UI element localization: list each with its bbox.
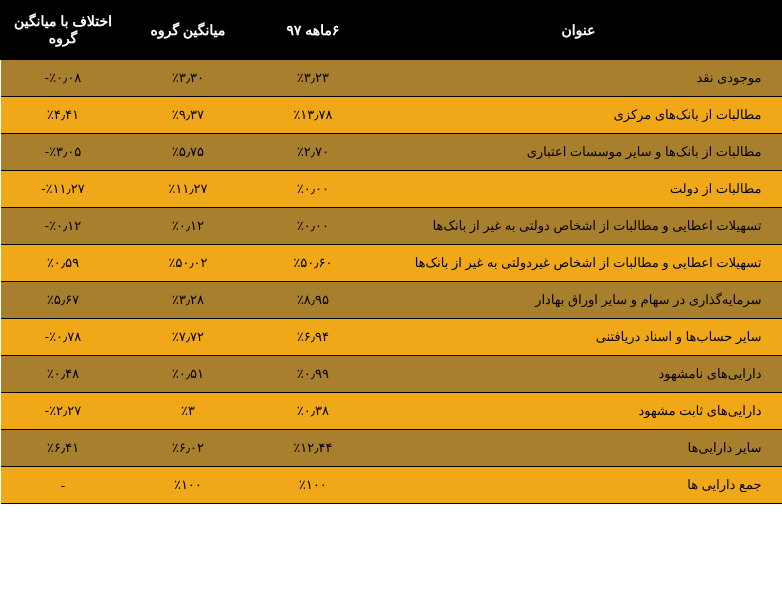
table-row: دارایی‌های نامشهود٪۰٫۹۹٪۰٫۵۱٪۰٫۴۸: [1, 356, 782, 393]
table-row: سایر دارایی‌ها٪۱۲٫۴۴٪۶٫۰۲٪۶٫۴۱: [1, 430, 782, 467]
cell-title: دارایی‌های ثابت مشهود: [375, 393, 781, 430]
cell-diff: ٪۱۱٫۲۷-: [1, 171, 126, 208]
cell-title: سایر حساب‌ها و اسناد دریافتنی: [375, 319, 781, 356]
header-diff: اختلاف با میانگین گروه: [1, 1, 126, 60]
cell-period: ٪۵۰٫۶۰: [250, 245, 375, 282]
table-row: دارایی‌های ثابت مشهود٪۰٫۳۸٪۳٪۲٫۲۷-: [1, 393, 782, 430]
cell-title: جمع دارایی ها: [375, 467, 781, 504]
cell-group-avg: ٪۷٫۷۲: [125, 319, 250, 356]
header-title: عنوان: [375, 1, 781, 60]
cell-group-avg: ٪۰٫۵۱: [125, 356, 250, 393]
cell-period: ٪۰٫۰۰: [250, 208, 375, 245]
cell-period: ٪۸٫۹۵: [250, 282, 375, 319]
cell-diff: ٪۰٫۰۸-: [1, 60, 126, 97]
financial-table-container: عنوان ۶ماهه ۹۷ میانگین گروه اختلاف با می…: [0, 0, 782, 504]
cell-period: ٪۰٫۹۹: [250, 356, 375, 393]
cell-diff: ٪۰٫۴۸: [1, 356, 126, 393]
cell-title: مطالبات از بانک‌ها و سایر موسسات اعتباری: [375, 134, 781, 171]
cell-diff: ٪۵٫۶۷: [1, 282, 126, 319]
cell-group-avg: ٪۳: [125, 393, 250, 430]
table-row: موجودی نقد٪۳٫۲۳٪۳٫۳۰٪۰٫۰۸-: [1, 60, 782, 97]
table-row: جمع دارایی ها٪۱۰۰٪۱۰۰-: [1, 467, 782, 504]
table-row: مطالبات از دولت٪۰٫۰۰٪۱۱٫۲۷٪۱۱٫۲۷-: [1, 171, 782, 208]
table-header-row: عنوان ۶ماهه ۹۷ میانگین گروه اختلاف با می…: [1, 1, 782, 60]
cell-title: مطالبات از بانک‌های مرکزی: [375, 97, 781, 134]
cell-diff: ٪۴٫۴۱: [1, 97, 126, 134]
table-row: مطالبات از بانک‌ها و سایر موسسات اعتباری…: [1, 134, 782, 171]
financial-table: عنوان ۶ماهه ۹۷ میانگین گروه اختلاف با می…: [0, 0, 782, 504]
cell-group-avg: ٪۰٫۱۲: [125, 208, 250, 245]
cell-period: ٪۰٫۳۸: [250, 393, 375, 430]
cell-diff: ٪۳٫۰۵-: [1, 134, 126, 171]
header-group-avg: میانگین گروه: [125, 1, 250, 60]
cell-period: ٪۰٫۰۰: [250, 171, 375, 208]
cell-title: سایر دارایی‌ها: [375, 430, 781, 467]
cell-group-avg: ٪۹٫۳۷: [125, 97, 250, 134]
cell-diff: ٪۰٫۵۹: [1, 245, 126, 282]
cell-diff: ٪۲٫۲۷-: [1, 393, 126, 430]
table-row: تسهیلات اعطایی و مطالبات از اشخاص غیردول…: [1, 245, 782, 282]
cell-title: تسهیلات اعطایی و مطالبات از اشخاص غیردول…: [375, 245, 781, 282]
table-row: سرمایه‌گذاری در سهام و سایر اوراق بهادار…: [1, 282, 782, 319]
table-body: موجودی نقد٪۳٫۲۳٪۳٫۳۰٪۰٫۰۸-مطالبات از بان…: [1, 60, 782, 504]
cell-diff: -: [1, 467, 126, 504]
header-period: ۶ماهه ۹۷: [250, 1, 375, 60]
cell-period: ٪۱۲٫۴۴: [250, 430, 375, 467]
cell-period: ٪۱۳٫۷۸: [250, 97, 375, 134]
cell-group-avg: ٪۳٫۳۰: [125, 60, 250, 97]
cell-group-avg: ٪۵٫۷۵: [125, 134, 250, 171]
cell-group-avg: ٪۱۱٫۲۷: [125, 171, 250, 208]
table-row: مطالبات از بانک‌های مرکزی٪۱۳٫۷۸٪۹٫۳۷٪۴٫۴…: [1, 97, 782, 134]
cell-title: موجودی نقد: [375, 60, 781, 97]
cell-period: ٪۶٫۹۴: [250, 319, 375, 356]
table-row: تسهیلات اعطایی و مطالبات از اشخاص دولتی …: [1, 208, 782, 245]
cell-title: مطالبات از دولت: [375, 171, 781, 208]
cell-title: تسهیلات اعطایی و مطالبات از اشخاص دولتی …: [375, 208, 781, 245]
cell-title: دارایی‌های نامشهود: [375, 356, 781, 393]
cell-title: سرمایه‌گذاری در سهام و سایر اوراق بهادار: [375, 282, 781, 319]
cell-period: ٪۱۰۰: [250, 467, 375, 504]
cell-group-avg: ٪۱۰۰: [125, 467, 250, 504]
cell-period: ٪۳٫۲۳: [250, 60, 375, 97]
cell-group-avg: ٪۳٫۲۸: [125, 282, 250, 319]
table-row: سایر حساب‌ها و اسناد دریافتنی٪۶٫۹۴٪۷٫۷۲٪…: [1, 319, 782, 356]
cell-period: ٪۲٫۷۰: [250, 134, 375, 171]
cell-diff: ٪۰٫۷۸-: [1, 319, 126, 356]
cell-diff: ٪۶٫۴۱: [1, 430, 126, 467]
cell-group-avg: ٪۶٫۰۲: [125, 430, 250, 467]
cell-diff: ٪۰٫۱۲-: [1, 208, 126, 245]
cell-group-avg: ٪۵۰٫۰۲: [125, 245, 250, 282]
